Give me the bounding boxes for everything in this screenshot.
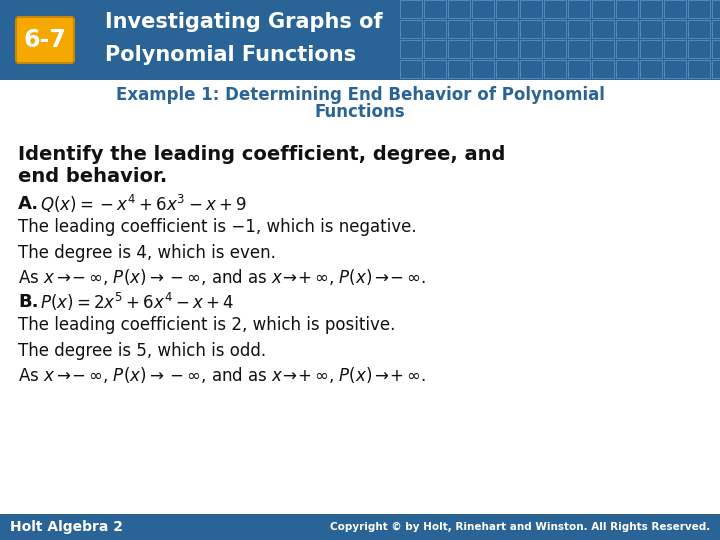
Bar (592, 60, 614, 78)
Text: Identify the leading coefficient, degree, and: Identify the leading coefficient, degree… (18, 145, 505, 164)
Bar (688, 20, 710, 38)
Bar (544, 20, 566, 38)
Bar (400, 40, 422, 58)
FancyBboxPatch shape (16, 17, 74, 63)
Bar (400, 20, 422, 38)
Bar (496, 0, 518, 18)
Bar (472, 60, 494, 78)
Bar (0, 514, 720, 540)
Text: The degree is 5, which is odd.: The degree is 5, which is odd. (18, 342, 266, 360)
Text: Functions: Functions (315, 103, 405, 121)
Text: Polynomial Functions: Polynomial Functions (105, 45, 356, 65)
Bar (640, 60, 662, 78)
Bar (664, 20, 686, 38)
Text: $P(x) = 2x^5 + 6x^4 - x + 4$: $P(x) = 2x^5 + 6x^4 - x + 4$ (40, 291, 234, 313)
Bar (496, 60, 518, 78)
Bar (616, 40, 638, 58)
Bar (400, 60, 422, 78)
Bar (688, 60, 710, 78)
Bar (640, 40, 662, 58)
Bar (472, 20, 494, 38)
Bar (568, 0, 590, 18)
Bar (0, 0, 720, 80)
Bar (448, 20, 470, 38)
Bar (616, 0, 638, 18)
Text: 6-7: 6-7 (24, 28, 66, 52)
Bar (688, 40, 710, 58)
Bar (712, 60, 720, 78)
Bar (592, 40, 614, 58)
Text: A.: A. (18, 195, 39, 213)
Bar (688, 0, 710, 18)
Text: $Q(x) = -x^4 + 6x^3 - x + 9$: $Q(x) = -x^4 + 6x^3 - x + 9$ (40, 193, 247, 215)
Text: end behavior.: end behavior. (18, 167, 167, 186)
Bar (520, 20, 542, 38)
Text: Copyright © by Holt, Rinehart and Winston. All Rights Reserved.: Copyright © by Holt, Rinehart and Winsto… (330, 522, 710, 532)
Bar (448, 40, 470, 58)
Bar (640, 20, 662, 38)
Bar (568, 40, 590, 58)
Bar (664, 60, 686, 78)
Bar (664, 0, 686, 18)
Bar (424, 0, 446, 18)
Text: The degree is 4, which is even.: The degree is 4, which is even. (18, 244, 276, 262)
Bar (544, 0, 566, 18)
Bar (448, 0, 470, 18)
Text: The leading coefficient is −1, which is negative.: The leading coefficient is −1, which is … (18, 218, 417, 236)
Bar (616, 60, 638, 78)
Bar (472, 0, 494, 18)
Bar (448, 60, 470, 78)
Bar (568, 60, 590, 78)
Text: As $x \to\!\!-\infty$, $P(x) \to -\infty$, and as $x\!\to\!\!+\infty$, $P(x) \to: As $x \to\!\!-\infty$, $P(x) \to -\infty… (18, 365, 426, 385)
Bar (496, 40, 518, 58)
Bar (592, 0, 614, 18)
Text: Example 1: Determining End Behavior of Polynomial: Example 1: Determining End Behavior of P… (116, 86, 604, 104)
Bar (616, 20, 638, 38)
Text: Investigating Graphs of: Investigating Graphs of (105, 12, 382, 32)
Bar (544, 40, 566, 58)
Text: B.: B. (18, 293, 38, 311)
Bar (424, 40, 446, 58)
Bar (664, 40, 686, 58)
Bar (424, 20, 446, 38)
Bar (544, 60, 566, 78)
Bar (472, 40, 494, 58)
Bar (592, 20, 614, 38)
Bar (640, 0, 662, 18)
Bar (712, 40, 720, 58)
Bar (496, 20, 518, 38)
Text: Holt Algebra 2: Holt Algebra 2 (10, 520, 123, 534)
Bar (424, 60, 446, 78)
Bar (568, 20, 590, 38)
Bar (520, 60, 542, 78)
Text: The leading coefficient is 2, which is positive.: The leading coefficient is 2, which is p… (18, 316, 395, 334)
Text: As $x \to\!\!-\infty$, $P(x) \to -\infty$, and as $x\!\to\!\!+\infty$, $P(x) \to: As $x \to\!\!-\infty$, $P(x) \to -\infty… (18, 267, 426, 287)
Bar (520, 0, 542, 18)
Bar (400, 0, 422, 18)
Bar (712, 0, 720, 18)
Bar (712, 20, 720, 38)
Bar (520, 40, 542, 58)
